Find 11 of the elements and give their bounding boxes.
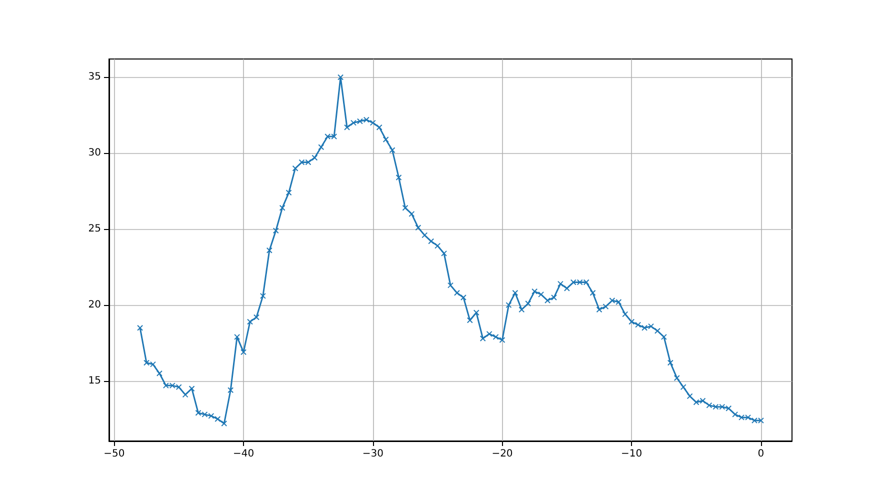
x-tick-label: −40: [232, 448, 254, 460]
x-tick-label: −30: [362, 448, 384, 460]
x-tick-label: −20: [492, 448, 513, 460]
y-tick-label: 25: [88, 224, 101, 235]
x-tick-label: −10: [621, 448, 642, 460]
x-tick-label: −50: [104, 448, 125, 460]
y-tick-label: 35: [88, 72, 101, 83]
y-tick-label: 20: [88, 300, 101, 311]
y-tick-label: 15: [88, 376, 101, 387]
y-tick-label: 30: [88, 148, 101, 159]
x-tick-label: 0: [758, 448, 764, 460]
